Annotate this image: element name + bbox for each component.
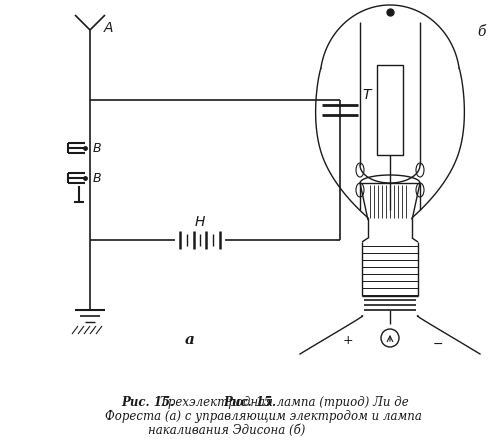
Text: +: + (342, 335, 353, 348)
Text: Фореста (а) с управляющим электродом и лампа: Фореста (а) с управляющим электродом и л… (105, 410, 422, 423)
Text: −: − (433, 337, 444, 351)
Text: а: а (185, 333, 195, 347)
Text: B: B (93, 142, 102, 154)
Text: накаливания Эдисона (б): накаливания Эдисона (б) (148, 424, 306, 437)
Bar (377, 65, 403, 155)
Text: Рис. 15.: Рис. 15. (121, 396, 174, 409)
Text: T: T (362, 88, 370, 102)
Text: б: б (478, 25, 486, 39)
Text: Трехэлектродная лампа (триод) Ли де: Трехэлектродная лампа (триод) Ли де (160, 396, 409, 409)
Text: A: A (104, 21, 114, 35)
Text: H: H (195, 215, 205, 229)
Text: B: B (93, 172, 102, 184)
Text: Рис. 15.: Рис. 15. (224, 396, 276, 409)
